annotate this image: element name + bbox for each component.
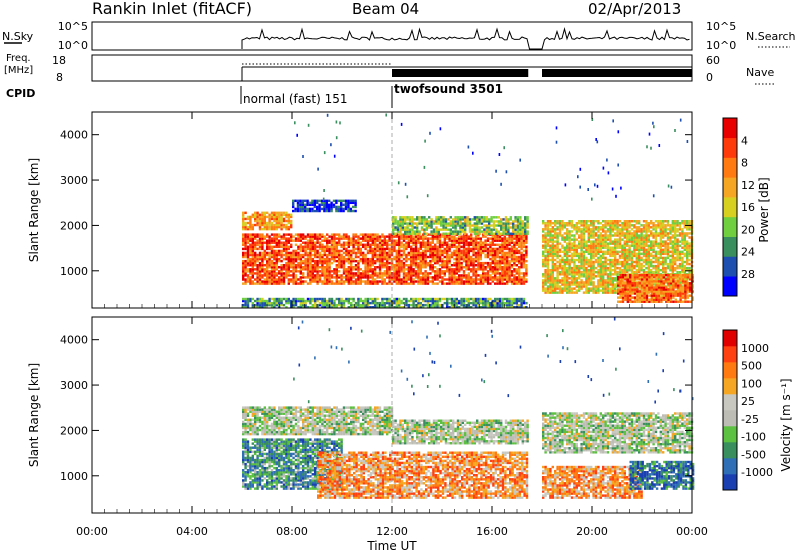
- y-tick-label: 3000: [60, 174, 88, 187]
- colorbar-tick: 24: [741, 246, 755, 259]
- colorbar-swatch: [723, 362, 737, 379]
- colorbar-swatch: [723, 410, 737, 427]
- colorbar-tick: 20: [741, 223, 755, 236]
- x-tick-label: 12:00: [376, 525, 408, 538]
- power-ylabel: Slant Range [km]: [27, 158, 41, 262]
- velocity-y-axis: 1000 2000 3000 4000: [60, 334, 692, 483]
- power-y-axis: 1000 2000 3000 4000: [60, 129, 692, 278]
- station-title: Rankin Inlet (fitACF): [92, 0, 252, 18]
- freq-trace: [241, 63, 692, 81]
- colorbar-swatch: [723, 157, 737, 178]
- colorbar-tick: 25: [741, 395, 755, 408]
- colorbar-tick: -500: [741, 448, 766, 461]
- x-tick-label: 00:00: [676, 525, 708, 538]
- freq-label-line1: Freq.: [6, 53, 31, 64]
- x-tick-label: 08:00: [276, 525, 308, 538]
- velocity-ylabel: Slant Range [km]: [27, 363, 41, 467]
- nsky-tick-high-left: 10^5: [58, 20, 88, 33]
- y-tick-label: 4000: [60, 334, 88, 347]
- cpid-label: CPID: [6, 87, 35, 100]
- colorbar-swatch: [723, 394, 737, 411]
- y-tick-label: 3000: [60, 379, 88, 392]
- nsky-tick-high-right: 10^5: [706, 20, 736, 33]
- nsky-panel: [91, 21, 693, 51]
- x-tick-label: 04:00: [176, 525, 208, 538]
- freq-panel: [91, 54, 693, 82]
- nsky-tick-low-left: 10^0: [58, 39, 88, 52]
- colorbar-swatch: [723, 330, 737, 347]
- nsearch-label: N.Search: [746, 30, 796, 43]
- colorbar-swatch: [723, 197, 737, 218]
- cpid-mode-2-label: twofsound 3501: [394, 82, 503, 96]
- x-axis-label: Time UT: [366, 539, 417, 553]
- colorbar-tick: 1000: [741, 342, 769, 355]
- velocity-colorbar: 1000 500 100 25 -25 -100 -500 -1000: [722, 329, 773, 491]
- colorbar-tick: -100: [741, 431, 766, 444]
- nsky-trace: [241, 27, 690, 50]
- y-tick-label: 1000: [60, 470, 88, 483]
- colorbar-swatch: [723, 378, 737, 395]
- colorbar-tick: 4: [741, 134, 748, 147]
- velocity-heatmap: [242, 317, 695, 499]
- colorbar-swatch: [723, 216, 737, 237]
- colorbar-swatch: [723, 442, 737, 459]
- colorbar-swatch: [723, 256, 737, 277]
- colorbar-tick: -1000: [741, 466, 773, 479]
- y-tick-label: 1000: [60, 265, 88, 278]
- colorbar-swatch: [723, 118, 737, 139]
- time-x-axis: 00:00 04:00 08:00 12:00 16:00 20:00 00:00: [76, 112, 708, 538]
- cpid-mode-1-label: normal (fast) 151: [243, 92, 347, 106]
- colorbar-swatch: [723, 177, 737, 198]
- y-tick-label: 2000: [60, 424, 88, 437]
- colorbar-tick: 8: [741, 157, 748, 170]
- colorbar-swatch: [723, 474, 737, 491]
- colorbar-tick: 12: [741, 179, 755, 192]
- y-tick-label: 4000: [60, 129, 88, 142]
- colorbar-swatch: [723, 137, 737, 158]
- colorbar-tick: 28: [741, 268, 755, 281]
- colorbar-tick: 500: [741, 360, 762, 373]
- freq-label-line2: [MHz]: [4, 65, 33, 76]
- x-tick-label: 00:00: [76, 525, 108, 538]
- freq-tick-low: 8: [56, 71, 63, 84]
- power-colorbar-label: Power [dB]: [757, 177, 771, 242]
- nave-tick-low: 0: [706, 71, 713, 84]
- velocity-colorbar-label: Velocity [m s⁻¹]: [779, 378, 793, 471]
- colorbar-swatch: [723, 276, 737, 297]
- colorbar-swatch: [723, 458, 737, 475]
- colorbar-swatch: [723, 426, 737, 443]
- nsky-tick-low-right: 10^0: [706, 39, 736, 52]
- colorbar-swatch: [723, 346, 737, 363]
- colorbar-tick: 16: [741, 201, 755, 214]
- x-tick-label: 16:00: [476, 525, 508, 538]
- nave-label: Nave: [746, 66, 774, 79]
- power-colorbar: 4 8 12 16 20 24 28: [722, 117, 755, 297]
- colorbar-tick: -25: [741, 413, 759, 426]
- power-heatmap: [242, 113, 694, 309]
- colorbar-swatch: [723, 236, 737, 257]
- beam-title: Beam 04: [352, 0, 419, 18]
- nave-tick-high: 60: [706, 54, 720, 67]
- colorbar-tick: 100: [741, 377, 762, 390]
- nsky-label: N.Sky: [2, 30, 34, 43]
- date-title: 02/Apr/2013: [588, 0, 681, 18]
- y-tick-label: 2000: [60, 219, 88, 232]
- freq-tick-high: 18: [52, 54, 66, 67]
- x-tick-label: 20:00: [576, 525, 608, 538]
